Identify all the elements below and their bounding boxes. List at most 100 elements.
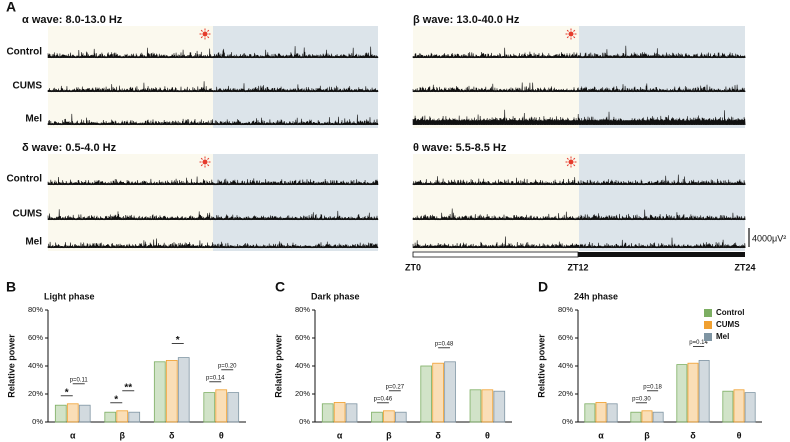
row-label: Mel [25, 114, 42, 125]
x-tick-label: α [70, 430, 76, 440]
bar [630, 411, 642, 423]
sun-icon [202, 31, 208, 37]
row-label: CUMS [13, 209, 43, 220]
significance-label: * [176, 335, 180, 346]
x-tick-label: θ [219, 430, 224, 440]
bar [203, 392, 216, 423]
eeg-trace [412, 45, 746, 59]
bar [333, 401, 346, 423]
chart-title: Dark phase [311, 291, 360, 301]
wave-title: δ wave: 0.5-4.0 Hz [22, 142, 117, 154]
bar [722, 390, 734, 423]
bar [698, 359, 710, 423]
dark-period [213, 26, 378, 128]
dark-period [579, 154, 745, 251]
eeg-trace [47, 113, 379, 126]
legend-label: CUMS [716, 320, 740, 329]
legend-swatch [704, 309, 712, 317]
bar [595, 401, 607, 423]
x-tick-label: θ [737, 430, 742, 440]
y-axis-label: Relative power [6, 334, 16, 398]
sun-ray [207, 29, 210, 32]
significance-label: * [65, 387, 69, 398]
eeg-trace [412, 236, 746, 249]
eeg-trace [412, 208, 746, 221]
eeg-trace [412, 174, 746, 186]
bar [394, 411, 407, 423]
bar [444, 361, 456, 423]
panel-letter: B [6, 279, 16, 295]
legend-label: Mel [716, 332, 729, 341]
eeg-trace [47, 81, 379, 93]
eeg-trace [47, 176, 379, 186]
y-tick-label: 20% [558, 389, 573, 398]
significance-label: p=0.20 [218, 363, 237, 369]
row-label: CUMS [13, 81, 43, 92]
bar [744, 392, 756, 423]
sun-ray [207, 36, 210, 39]
scale-label: 4000μV² [752, 233, 786, 243]
eeg-trace [412, 109, 746, 126]
sun-ray [573, 164, 576, 167]
bar [165, 359, 178, 423]
y-tick-label: 20% [295, 389, 310, 398]
sun-ray [573, 157, 576, 160]
panel-letter: C [275, 279, 285, 295]
x-tick-label: β [644, 430, 650, 440]
sun-ray [200, 29, 203, 32]
chart-title: Light phase [44, 291, 95, 301]
bar [153, 361, 166, 423]
wave-title: α wave: 8.0-13.0 Hz [22, 14, 123, 26]
timeline-label: ZT0 [405, 262, 421, 272]
y-tick-label: 40% [558, 361, 573, 370]
bar [481, 389, 494, 423]
eeg-trace [47, 209, 379, 221]
bar [606, 403, 618, 423]
timeline-label: ZT12 [567, 262, 588, 272]
y-tick-label: 60% [295, 333, 310, 342]
bar [493, 390, 506, 423]
x-tick-label: δ [169, 430, 175, 440]
sun-ray [566, 36, 569, 39]
bar [432, 362, 444, 423]
light-period [48, 154, 213, 251]
significance-label: p=0.18 [643, 384, 662, 390]
bar [128, 411, 141, 423]
bar [687, 362, 699, 423]
sun-ray [573, 29, 576, 32]
y-axis-label: Relative power [536, 334, 546, 398]
dark-period [579, 26, 745, 128]
bar [104, 411, 117, 423]
dark-period [213, 154, 378, 251]
bar [177, 357, 190, 423]
bar [215, 389, 228, 423]
bar [54, 404, 67, 423]
sun-ray [207, 164, 210, 167]
y-tick-label: 80% [295, 305, 310, 314]
y-tick-label: 0% [562, 417, 573, 426]
bar [676, 364, 688, 423]
x-tick-label: β [386, 430, 392, 440]
y-tick-label: 60% [28, 333, 43, 342]
sun-icon [568, 159, 574, 165]
bar [116, 410, 129, 423]
wave-title: θ wave: 5.5-8.5 Hz [413, 142, 507, 154]
significance-label: ** [124, 382, 132, 393]
x-tick-label: δ [435, 430, 441, 440]
bar [66, 403, 79, 423]
chart-title: 24h phase [574, 291, 618, 301]
bar [371, 411, 383, 423]
significance-label: * [114, 394, 118, 405]
light-period [48, 26, 213, 128]
significance-label: p=0.30 [632, 396, 651, 402]
row-label: Control [6, 47, 42, 58]
significance-label: p=0.14 [206, 375, 225, 381]
y-tick-label: 0% [32, 417, 43, 426]
sun-icon [202, 159, 208, 165]
significance-label: p=0.27 [386, 384, 405, 390]
sun-ray [573, 36, 576, 39]
light-period [413, 26, 579, 128]
bar [733, 389, 745, 423]
legend-swatch [704, 333, 712, 341]
